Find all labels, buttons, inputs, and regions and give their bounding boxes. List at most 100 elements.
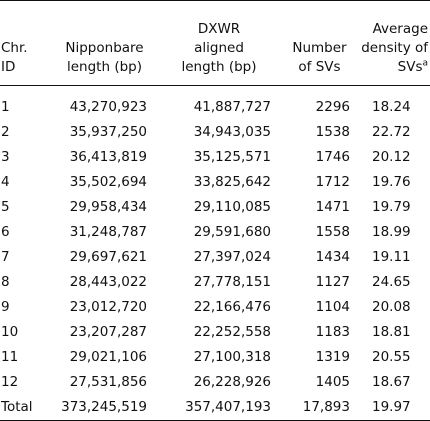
cell-dxwr-aligned-length: 26,228,926 [193,374,271,390]
cell-number-of-svs: 1712 [315,174,350,190]
cell-average-density: 20.12 [372,149,411,165]
cell-number-of-svs: 1538 [315,124,350,140]
table-row: 10 23,207,287 22,252,558 1183 18.81 [0,320,430,345]
cell-chr-id: 11 [1,349,19,365]
header-nipponbare-length: Nipponbare length (bp) [52,0,157,86]
cell-average-density: 20.55 [372,349,411,365]
table-row: 7 29,697,621 27,397,024 1434 19.11 [0,245,430,270]
header-density-line3: SVs [397,59,423,75]
table-row: 11 29,021,106 27,100,318 1319 20.55 [0,345,430,370]
cell-average-density: 19.76 [372,174,411,190]
table-row: 5 29,958,434 29,110,085 1471 19.79 [0,195,430,220]
cell-average-density: 18.24 [372,99,411,115]
table-row: 3 36,413,819 35,125,571 1746 20.12 [0,145,430,170]
header-chr-id: Chr. ID [0,0,52,86]
header-average-density: Average density of SVsa [358,0,430,86]
cell-number-of-svs: 17,893 [281,395,358,421]
cell-number-of-svs: 1558 [315,224,350,240]
cell-dxwr-aligned-length: 35,125,571 [193,149,271,165]
cell-chr-id: 8 [1,274,10,290]
cell-chr-id: 7 [1,249,10,265]
cell-nipponbare-length: 35,502,694 [69,174,147,190]
cell-number-of-svs: 2296 [315,99,350,115]
header-chr-id-line1: Chr. [1,40,28,56]
cell-chr-id: 5 [1,199,10,215]
cell-average-density: 18.99 [372,224,411,240]
cell-number-of-svs: 1183 [315,324,350,340]
header-number-of-svs: Number of SVs [281,0,358,86]
header-row: Chr. ID Nipponbare length (bp) DXWR alig… [0,0,430,86]
cell-nipponbare-length: 23,207,287 [69,324,147,340]
cell-chr-id: 4 [1,174,10,190]
header-svs-line1: Number [292,40,347,56]
cell-dxwr-aligned-length: 22,166,476 [193,299,271,315]
cell-number-of-svs: 1434 [315,249,350,265]
cell-average-density: 22.72 [372,124,411,140]
cell-nipponbare-length: 29,697,621 [69,249,147,265]
cell-chr-id: 2 [1,124,10,140]
header-dxwr-line1: DXWR [197,21,241,37]
cell-chr-id: 1 [1,99,10,115]
table-header: Chr. ID Nipponbare length (bp) DXWR alig… [0,0,430,86]
cell-chr-id: 9 [1,299,10,315]
table-body: 1 43,270,923 41,887,727 2296 18.24 2 35,937,25… [0,86,430,421]
cell-chr-id: 10 [1,324,19,340]
cell-nipponbare-length: 29,958,434 [69,199,147,215]
table-row: 12 27,531,856 26,228,926 1405 18.67 [0,370,430,395]
cell-chr-id: 12 [1,374,19,390]
cell-nipponbare-length: 43,270,923 [69,99,147,115]
cell-dxwr-aligned-length: 29,110,085 [193,199,271,215]
cell-nipponbare-length: 29,021,106 [69,349,147,365]
cell-number-of-svs: 1405 [315,374,350,390]
table-row: 8 28,443,022 27,778,151 1127 24.65 [0,270,430,295]
header-svs-line2: of SVs [298,59,341,75]
cell-chr-id: 3 [1,149,10,165]
cell-nipponbare-length: 36,413,819 [69,149,147,165]
cell-average-density: 18.67 [372,374,411,390]
cell-dxwr-aligned-length: 27,778,151 [193,274,271,290]
cell-dxwr-aligned-length: 33,825,642 [193,174,271,190]
cell-average-density: 19.11 [372,249,411,265]
cell-number-of-svs: 1471 [315,199,350,215]
header-nipponbare-line2: length (bp) [67,59,142,75]
header-nipponbare-line1: Nipponbare [65,40,144,56]
total-row: Total 373,245,519 357,407,193 17,893 19.97 [0,395,430,421]
cell-chr-id: 6 [1,224,10,240]
cell-average-density: 19.97 [358,395,430,421]
table-row: 1 43,270,923 41,887,727 2296 18.24 [0,86,430,121]
cell-number-of-svs: 1104 [315,299,350,315]
cell-chr-id: Total [0,395,52,421]
cell-average-density: 19.79 [372,199,411,215]
cell-nipponbare-length: 28,443,022 [69,274,147,290]
header-dxwr-line3: length (bp) [181,59,257,75]
cell-dxwr-aligned-length: 34,943,035 [193,124,271,140]
cell-average-density: 24.65 [372,274,411,290]
table-row: 4 35,502,694 33,825,642 1712 19.76 [0,170,430,195]
footnote-marker: a [422,58,428,69]
cell-dxwr-aligned-length: 27,100,318 [193,349,271,365]
cell-average-density: 18.81 [372,324,411,340]
header-density-line1: Average [372,21,428,37]
table-row: 6 31,248,787 29,591,680 1558 18.99 [0,220,430,245]
cell-nipponbare-length: 35,937,250 [69,124,147,140]
cell-number-of-svs: 1319 [315,349,350,365]
cell-dxwr-aligned-length: 41,887,727 [193,99,271,115]
header-density-line2: density of [361,40,428,56]
header-chr-id-line2: ID [1,59,16,75]
cell-dxwr-aligned-length: 27,397,024 [193,249,271,265]
header-dxwr-line2: aligned [194,40,244,56]
cell-nipponbare-length: 31,248,787 [69,224,147,240]
cell-dxwr-aligned-length: 22,252,558 [193,324,271,340]
cell-dxwr-aligned-length: 29,591,680 [193,224,271,240]
cell-nipponbare-length: 27,531,856 [69,374,147,390]
header-dxwr-aligned-length: DXWR aligned length (bp) [157,0,281,86]
cell-average-density: 20.08 [372,299,411,315]
cell-number-of-svs: 1746 [315,149,350,165]
cell-nipponbare-length: 373,245,519 [52,395,157,421]
table-row: 2 35,937,250 34,943,035 1538 22.72 [0,120,430,145]
cell-nipponbare-length: 23,012,720 [69,299,147,315]
table-row: 9 23,012,720 22,166,476 1104 20.08 [0,295,430,320]
cell-dxwr-aligned-length: 357,407,193 [157,395,281,421]
